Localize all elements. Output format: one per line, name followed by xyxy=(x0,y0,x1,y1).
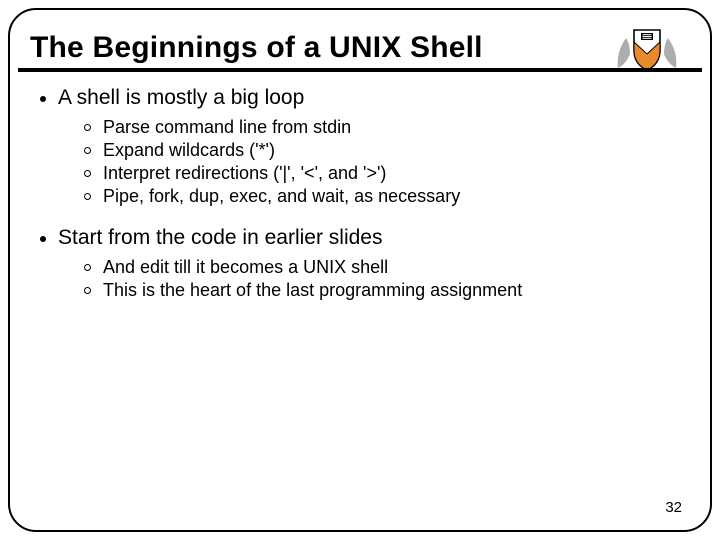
bullet-level2: And edit till it becomes a UNIX shell xyxy=(84,256,680,279)
sub-list: Parse command line from stdin Expand wil… xyxy=(84,116,680,208)
bullet-text: Interpret redirections ('|', '<', and '>… xyxy=(103,162,386,185)
bullet-ring-icon xyxy=(84,147,91,154)
bullet-text: Pipe, fork, dup, exec, and wait, as nece… xyxy=(103,185,460,208)
bullet-text: This is the heart of the last programmin… xyxy=(103,279,522,302)
bullet-level2: Pipe, fork, dup, exec, and wait, as nece… xyxy=(84,185,680,208)
sub-list: And edit till it becomes a UNIX shell Th… xyxy=(84,256,680,302)
bullet-text: A shell is mostly a big loop xyxy=(58,86,304,110)
bullet-level2: Expand wildcards ('*') xyxy=(84,139,680,162)
title-underline xyxy=(18,68,702,72)
bullet-level2: Interpret redirections ('|', '<', and '>… xyxy=(84,162,680,185)
bullet-text: And edit till it becomes a UNIX shell xyxy=(103,256,388,279)
bullet-ring-icon xyxy=(84,124,91,131)
bullet-ring-icon xyxy=(84,264,91,271)
bullet-level1: A shell is mostly a big loop xyxy=(40,86,680,110)
princeton-crest-icon xyxy=(612,24,682,72)
bullet-ring-icon xyxy=(84,287,91,294)
bullet-dot-icon xyxy=(40,96,46,102)
bullet-text: Start from the code in earlier slides xyxy=(58,226,382,250)
slide-content: A shell is mostly a big loop Parse comma… xyxy=(40,86,680,320)
bullet-text: Expand wildcards ('*') xyxy=(103,139,275,162)
bullet-ring-icon xyxy=(84,193,91,200)
bullet-ring-icon xyxy=(84,170,91,177)
title-row: The Beginnings of a UNIX Shell xyxy=(30,24,690,72)
slide-frame: The Beginnings of a UNIX Shell A shell i… xyxy=(8,8,712,532)
bullet-level1: Start from the code in earlier slides xyxy=(40,226,680,250)
bullet-level2: This is the heart of the last programmin… xyxy=(84,279,680,302)
bullet-text: Parse command line from stdin xyxy=(103,116,351,139)
slide-title: The Beginnings of a UNIX Shell xyxy=(30,31,483,65)
page-number: 32 xyxy=(665,499,682,516)
bullet-dot-icon xyxy=(40,236,46,242)
bullet-level2: Parse command line from stdin xyxy=(84,116,680,139)
